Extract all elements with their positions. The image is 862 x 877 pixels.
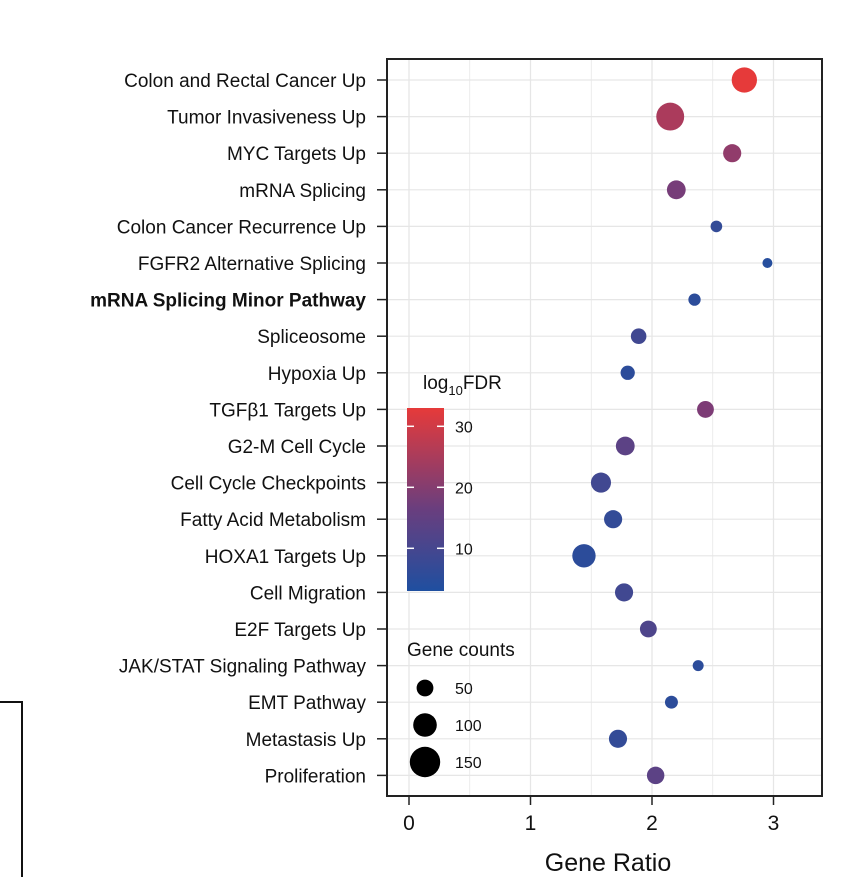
data-point <box>664 695 678 709</box>
y-tick-label: Spliceosome <box>257 327 366 348</box>
data-point <box>615 436 635 456</box>
data-point <box>697 400 714 418</box>
size-legend-label: 50 <box>455 681 473 698</box>
data-point <box>608 729 628 748</box>
y-tick-label: E2F Targets Up <box>234 620 366 641</box>
color-legend-title-log: log <box>423 373 448 394</box>
y-tick-label: Fatty Acid Metabolism <box>180 510 366 531</box>
y-tick-label: Colon and Rectal Cancer Up <box>124 71 366 92</box>
size-legend-label: 150 <box>455 755 482 772</box>
data-point <box>688 293 701 306</box>
y-tick-label: mRNA Splicing <box>239 181 366 202</box>
y-tick-label: EMT Pathway <box>248 693 366 714</box>
color-legend-tick-label: 20 <box>455 480 473 497</box>
data-point <box>762 258 773 268</box>
grid <box>387 59 822 796</box>
y-tick-label: Tumor Invasiveness Up <box>167 108 366 129</box>
size-legend-dot <box>409 746 441 778</box>
color-legend-title-sub: 10 <box>448 383 462 398</box>
x-tick-label: 0 <box>403 812 415 835</box>
size-legend-keys: 50 100 150 <box>409 679 482 778</box>
color-legend-ticks: 10 20 30 <box>407 419 473 558</box>
y-tick-label: TGFβ1 Targets Up <box>209 400 366 421</box>
y-axis-ticks <box>377 79 387 777</box>
data-point <box>639 620 657 638</box>
data-point <box>656 102 685 131</box>
data-point <box>590 472 612 493</box>
y-tick-label: JAK/STAT Signaling Pathway <box>119 657 367 678</box>
data-point <box>723 144 742 163</box>
x-tick-label: 3 <box>768 812 780 835</box>
color-legend-tick-label: 10 <box>455 541 473 558</box>
x-tick-label: 2 <box>646 812 658 835</box>
data-point <box>630 328 647 344</box>
y-tick-label: Cell Cycle Checkpoints <box>171 474 366 495</box>
size-legend-dot <box>416 679 434 697</box>
y-tick-label: G2-M Cell Cycle <box>228 437 366 458</box>
color-legend-tick-label: 30 <box>455 419 473 436</box>
data-points <box>572 67 773 785</box>
y-tick-label: Colon Cancer Recurrence Up <box>117 217 366 238</box>
data-point <box>710 220 723 233</box>
data-point <box>614 583 634 602</box>
plot-panel <box>386 58 823 797</box>
y-tick-label: Hypoxia Up <box>268 364 366 385</box>
data-point <box>620 365 635 380</box>
size-legend: Gene counts 50 100 150 <box>407 640 515 778</box>
y-tick-label: Proliferation <box>265 766 366 787</box>
x-axis-labels: 0 1 2 3 <box>403 812 779 835</box>
color-legend-title-fdr: FDR <box>463 373 502 394</box>
data-point <box>646 766 665 785</box>
y-tick-label: mRNA Splicing Minor Pathway <box>90 291 366 312</box>
y-tick-label: FGFR2 Alternative Splicing <box>138 254 366 275</box>
data-point <box>692 660 704 672</box>
color-legend-title: log10FDR <box>423 373 502 398</box>
data-point <box>572 544 596 568</box>
size-legend-title: Gene counts <box>407 640 515 661</box>
data-point <box>731 67 757 93</box>
size-legend-label: 100 <box>455 718 482 735</box>
color-legend-bar <box>407 408 444 591</box>
partial-frame-corner <box>0 701 23 877</box>
y-tick-label: Cell Migration <box>250 583 366 604</box>
x-tick-label: 1 <box>525 812 537 835</box>
x-axis-ticks <box>408 796 775 805</box>
size-legend-dot <box>413 713 437 737</box>
y-axis-labels: Colon and Rectal Cancer Up Tumor Invasive… <box>90 71 366 787</box>
y-tick-label: Metastasis Up <box>246 730 366 751</box>
y-tick-label: MYC Targets Up <box>227 144 366 165</box>
data-point <box>666 180 686 200</box>
data-point <box>604 510 623 529</box>
x-axis-title: Gene Ratio <box>545 849 671 877</box>
y-tick-label: HOXA1 Targets Up <box>205 547 366 568</box>
